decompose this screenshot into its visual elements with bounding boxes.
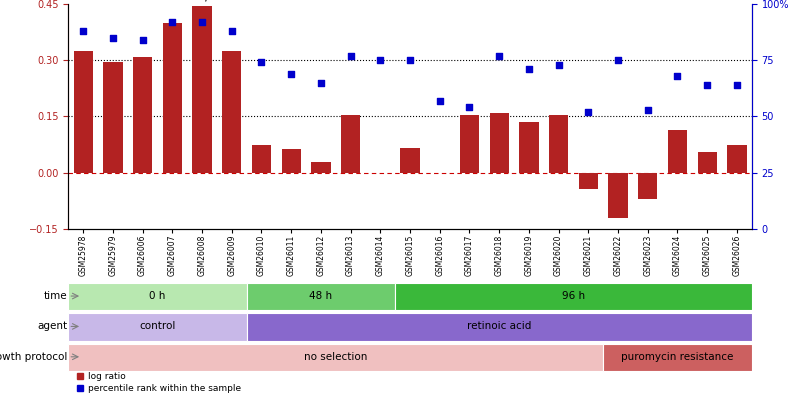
Point [641, 107, 654, 113]
Bar [103, 62, 122, 173]
Bar [251, 145, 271, 173]
Bar [697, 152, 716, 173]
Bar [602, 344, 751, 371]
Text: 48 h: 48 h [309, 291, 332, 301]
Text: 0 h: 0 h [149, 291, 165, 301]
Bar [68, 283, 247, 310]
Bar [311, 162, 330, 173]
Bar [162, 23, 181, 173]
Text: growth protocol: growth protocol [0, 352, 67, 362]
Bar [222, 51, 241, 173]
Point [373, 57, 386, 64]
Text: 96 h: 96 h [561, 291, 585, 301]
Bar [608, 173, 627, 217]
Bar [638, 173, 657, 199]
Point [552, 62, 565, 68]
Point [492, 53, 505, 59]
Point [463, 104, 475, 111]
Bar [132, 57, 152, 173]
Bar [247, 283, 395, 310]
Point [403, 57, 416, 64]
Point [76, 28, 89, 34]
Point [106, 34, 119, 41]
Text: agent: agent [38, 322, 67, 331]
Bar [667, 130, 687, 173]
Text: control: control [139, 322, 175, 331]
Point [314, 79, 327, 86]
Point [344, 53, 357, 59]
Bar [489, 113, 508, 173]
Text: GDS799 / 14947: GDS799 / 14947 [150, 0, 253, 3]
Point [284, 70, 297, 77]
Bar [73, 51, 92, 173]
Bar [727, 145, 746, 173]
Point [255, 59, 267, 66]
Point [433, 98, 446, 104]
Point [165, 19, 178, 25]
Point [522, 66, 535, 72]
Text: puromycin resistance: puromycin resistance [621, 352, 732, 362]
Point [671, 73, 683, 79]
Bar [68, 344, 602, 371]
Text: no selection: no selection [304, 352, 367, 362]
Point [225, 28, 238, 34]
Text: retinoic acid: retinoic acid [467, 322, 531, 331]
Bar [578, 173, 597, 190]
Point [730, 82, 743, 88]
Point [136, 37, 149, 43]
Bar [192, 6, 211, 173]
Bar [340, 115, 360, 173]
Point [195, 19, 208, 25]
Point [700, 82, 713, 88]
Point [581, 109, 594, 115]
Bar [519, 122, 538, 173]
Bar [281, 149, 300, 173]
Bar [400, 148, 419, 173]
Bar [247, 313, 751, 341]
Bar [68, 313, 247, 341]
Bar [459, 115, 479, 173]
Text: time: time [44, 291, 67, 301]
Legend: log ratio, percentile rank within the sample: log ratio, percentile rank within the sa… [73, 369, 245, 396]
Point [611, 57, 624, 64]
Bar [548, 115, 568, 173]
Bar [395, 283, 751, 310]
